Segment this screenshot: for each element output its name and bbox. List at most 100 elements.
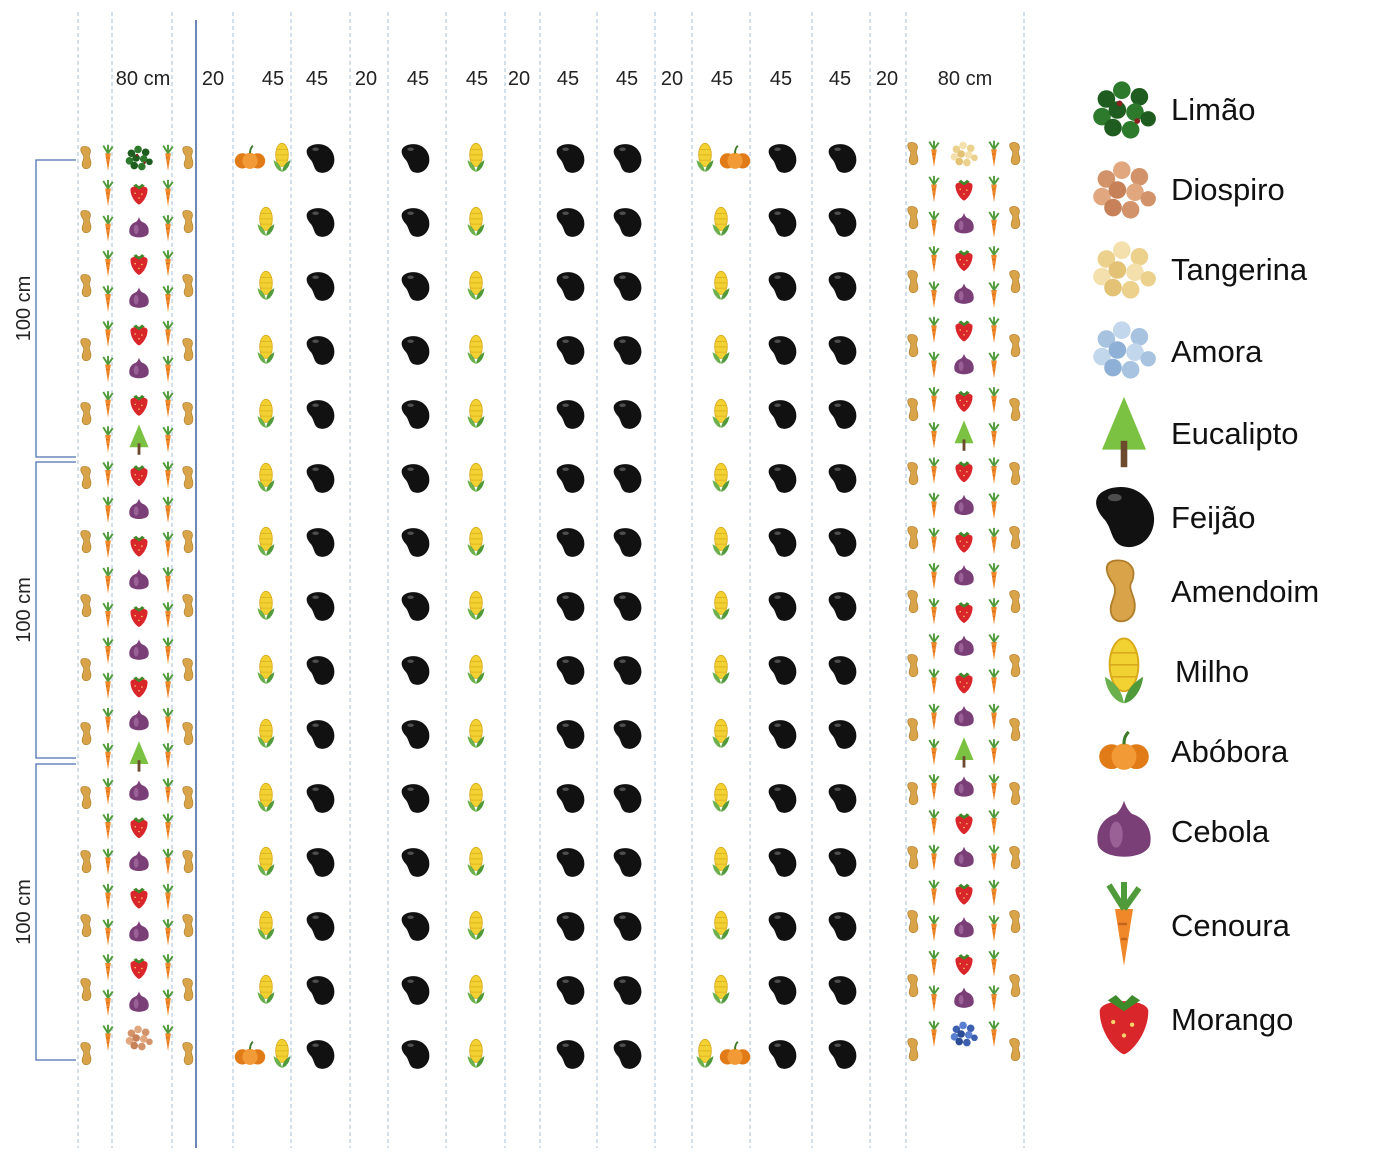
- peanut-icon: [1009, 526, 1021, 550]
- bean-icon: [613, 656, 642, 685]
- corn-icon: [273, 1038, 291, 1069]
- legend-label: Limão: [1171, 92, 1256, 127]
- carrot-icon: [928, 350, 940, 380]
- strawberry-icon: [130, 606, 148, 627]
- bean-icon: [828, 336, 857, 365]
- onion-icon: [129, 217, 149, 238]
- bean-icon: [828, 720, 857, 749]
- peanut-icon: [907, 1038, 919, 1062]
- strawberry-icon: [130, 254, 148, 275]
- carrot-icon: [928, 315, 940, 345]
- carrot-icon: [988, 174, 1000, 204]
- peanut-icon: [80, 402, 92, 426]
- column-width-label: 20: [355, 68, 377, 90]
- carrot-icon: [102, 425, 114, 454]
- bean-icon: [613, 592, 642, 621]
- carrot-icon: [988, 773, 1000, 802]
- bean-icon: [613, 272, 642, 301]
- peanut-icon: [182, 914, 194, 938]
- strawberry-icon: [955, 813, 973, 835]
- carrot-icon: [162, 390, 174, 419]
- corn-icon: [257, 526, 275, 557]
- eucalyptus-tree-icon: [1102, 396, 1146, 468]
- carrot-icon: [928, 139, 940, 169]
- peanut-icon: [1009, 270, 1021, 294]
- plant-legend: Limão Diospiro Tangerina Amora Eucalipto…: [1084, 70, 1374, 1070]
- mulberry-dark-icon: [950, 1021, 978, 1047]
- peanut-icon: [907, 526, 919, 550]
- carrot-icon: [988, 738, 1000, 767]
- carrot-icon: [988, 210, 1000, 239]
- strawberry-icon: [955, 461, 973, 483]
- carrot-icon: [162, 847, 174, 877]
- corn-icon: [467, 590, 485, 621]
- legend-label: Morango: [1171, 1002, 1294, 1037]
- euc-icon: [954, 737, 974, 768]
- peanut-icon: [80, 1042, 92, 1066]
- bean-icon: [768, 1040, 797, 1069]
- peanut-icon: [80, 210, 92, 234]
- legend-label: Feijão: [1171, 500, 1256, 535]
- strawberry-icon: [130, 887, 148, 909]
- onion-icon: [129, 709, 149, 731]
- corn-icon: [712, 334, 730, 365]
- bean-icon: [613, 848, 642, 877]
- peanut-icon: [1009, 462, 1021, 486]
- carrot-icon: [162, 953, 174, 982]
- peanut-icon: [80, 466, 92, 490]
- peanut-icon: [182, 594, 194, 618]
- carrot-icon: [102, 671, 114, 701]
- onion-icon: [129, 498, 149, 520]
- legend-item-cenoura: Cenoura: [1084, 874, 1374, 974]
- carrot-icon: [988, 843, 1000, 873]
- bean-icon: [613, 208, 642, 237]
- strawberry-icon: [130, 465, 148, 487]
- peanut-icon: [80, 658, 92, 682]
- peanut-icon: [182, 274, 194, 298]
- carrot-icon: [102, 178, 114, 208]
- carrot-icon: [988, 456, 1000, 486]
- carrot-icon: [928, 1019, 940, 1049]
- carrot-icon: [988, 632, 1000, 662]
- bean-icon: [613, 144, 642, 173]
- strawberry-icon: [955, 531, 973, 553]
- bean-icon: [768, 592, 797, 621]
- bean-icon: [306, 848, 335, 877]
- corn-icon: [467, 718, 485, 749]
- bean-icon: [401, 144, 430, 173]
- peanut-icon: [182, 850, 194, 874]
- legend-label: Amora: [1171, 334, 1263, 369]
- strawberry-icon: [130, 394, 148, 416]
- corn-icon: [712, 654, 730, 685]
- bean-icon: [556, 848, 585, 877]
- bean-icon: [768, 400, 797, 429]
- plant-layout: [80, 139, 1021, 1069]
- peanut-icon: [182, 530, 194, 554]
- corn-icon: [257, 270, 275, 301]
- carrot-icon: [988, 878, 1000, 908]
- corn-icon: [467, 654, 485, 685]
- corn-icon: [712, 974, 730, 1005]
- tangerine-icon: [950, 141, 978, 167]
- carrot-icon: [988, 491, 1000, 521]
- column-width-label: 45: [306, 68, 328, 90]
- corn-icon: [257, 846, 275, 877]
- strawberry-icon: [955, 390, 973, 412]
- bean-icon: [768, 848, 797, 877]
- column-width-label: 45: [711, 68, 733, 90]
- carrot-icon: [988, 421, 1000, 450]
- bean-icon: [401, 208, 430, 237]
- mulberry-tree-icon: [1093, 321, 1156, 379]
- onion-icon: [954, 353, 974, 375]
- peanut-icon: [182, 338, 194, 362]
- bean-icon: [306, 592, 335, 621]
- legend-label: Tangerina: [1171, 252, 1308, 287]
- corn-icon: [696, 1038, 714, 1069]
- bean-icon: [306, 272, 335, 301]
- carrot-icon: [928, 843, 940, 873]
- bean-icon: [828, 784, 857, 813]
- carrot-icon: [102, 812, 114, 842]
- strawberry-icon: [955, 883, 973, 905]
- bean-icon: [306, 400, 335, 429]
- carrot-icon: [102, 636, 114, 666]
